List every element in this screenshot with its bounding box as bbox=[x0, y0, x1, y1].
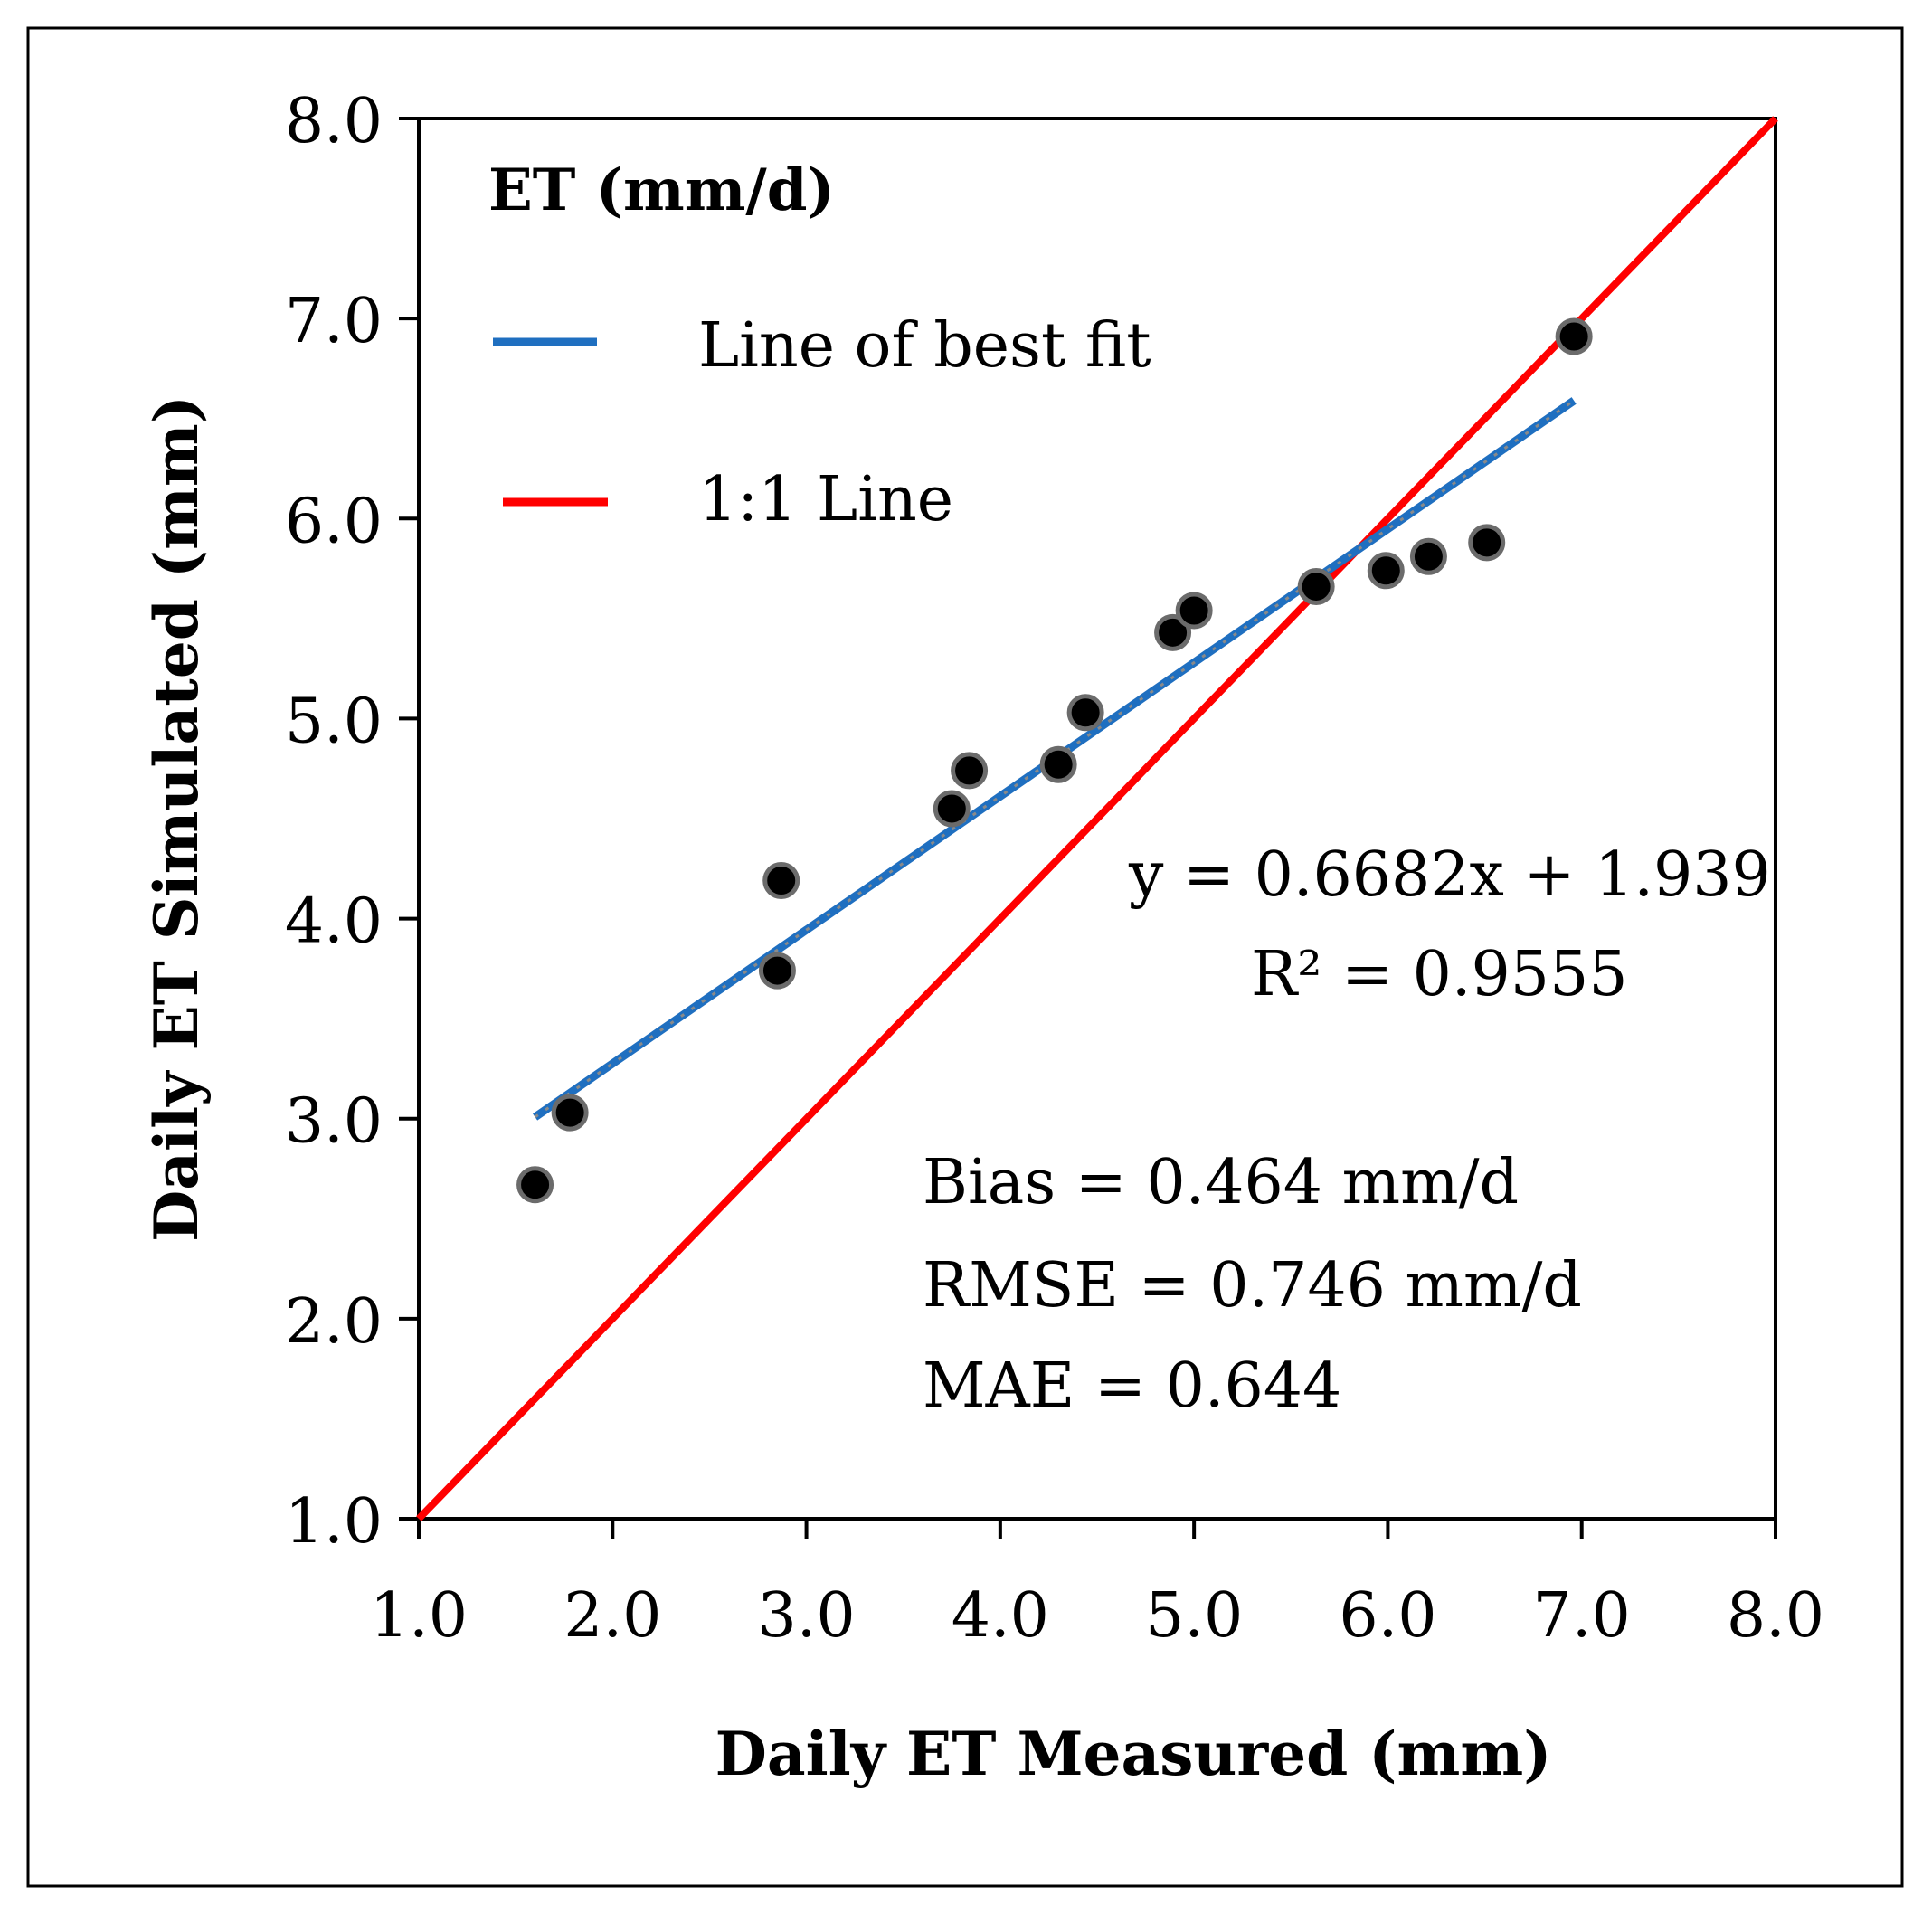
best-fit-line-dash bbox=[534, 399, 1575, 1119]
plot-area-frame bbox=[417, 117, 1777, 1521]
data-point bbox=[951, 752, 989, 790]
legend-label-identity: 1:1 Line bbox=[698, 464, 953, 535]
x-tick-label: 2.0 bbox=[564, 1580, 661, 1652]
data-point bbox=[1175, 592, 1213, 630]
regression-equation: y = 0.6682x + 1.939 bbox=[1128, 839, 1771, 911]
mae-label: MAE = 0.644 bbox=[923, 1350, 1341, 1422]
y-tick-label: 2.0 bbox=[285, 1286, 383, 1358]
y-tick-label: 3.0 bbox=[285, 1086, 383, 1158]
data-point bbox=[1154, 613, 1192, 651]
identity-line bbox=[416, 116, 1778, 1521]
y-axis-ticks: 1.0 2.0 3.0 4.0 5.0 6.0 7.0 8.0 bbox=[285, 86, 419, 1558]
x-axis-ticks: 1.0 2.0 3.0 4.0 5.0 6.0 7.0 8.0 bbox=[370, 1519, 1824, 1652]
data-point bbox=[1409, 537, 1447, 575]
data-point bbox=[1555, 317, 1593, 355]
r-squared: R² = 0.9555 bbox=[1251, 939, 1628, 1010]
legend-label-best-fit: Line of best fit bbox=[698, 310, 1151, 382]
data-point bbox=[551, 1094, 589, 1132]
x-tick-label: 4.0 bbox=[952, 1580, 1049, 1652]
data-point bbox=[1297, 567, 1335, 605]
x-tick-label: 7.0 bbox=[1533, 1580, 1631, 1652]
data-point bbox=[1066, 694, 1104, 732]
data-point bbox=[516, 1166, 554, 1204]
panel-title: ET (mm/d) bbox=[488, 156, 835, 224]
y-tick-label: 6.0 bbox=[285, 486, 383, 557]
x-tick-label: 1.0 bbox=[370, 1580, 468, 1652]
x-tick-label: 6.0 bbox=[1339, 1580, 1436, 1652]
y-tick-label: 5.0 bbox=[285, 686, 383, 757]
x-tick-label: 3.0 bbox=[757, 1580, 855, 1652]
data-point bbox=[1039, 745, 1077, 783]
figure-border bbox=[26, 26, 1904, 1888]
data-point bbox=[933, 790, 971, 828]
x-tick-label: 8.0 bbox=[1727, 1580, 1824, 1652]
x-axis-title: Daily ET Measured (mm) bbox=[715, 1719, 1552, 1789]
y-tick-label: 4.0 bbox=[285, 886, 383, 958]
legend: Line of best fit 1:1 Line bbox=[493, 310, 1151, 535]
x-tick-label: 5.0 bbox=[1145, 1580, 1243, 1652]
data-points bbox=[516, 317, 1593, 1204]
bias-label: Bias = 0.464 mm/d bbox=[923, 1147, 1519, 1218]
y-axis-title: Daily ET Simulated (mm) bbox=[141, 395, 212, 1242]
data-point bbox=[1468, 524, 1506, 562]
y-tick-label: 7.0 bbox=[285, 286, 383, 357]
y-tick-label: 1.0 bbox=[285, 1486, 383, 1558]
data-point bbox=[1367, 552, 1405, 590]
data-point bbox=[762, 862, 800, 900]
data-point bbox=[758, 952, 796, 990]
rmse-label: RMSE = 0.746 mm/d bbox=[923, 1250, 1582, 1322]
y-tick-label: 8.0 bbox=[285, 86, 383, 157]
